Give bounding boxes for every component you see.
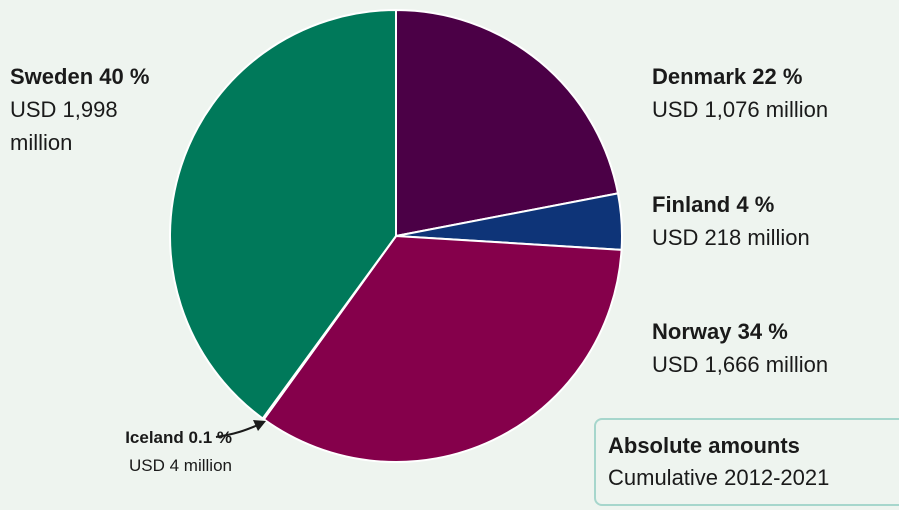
- slice-label: Denmark 22 % USD 1,076 million: [652, 60, 899, 126]
- amount-label: USD 1,076 million: [652, 97, 829, 122]
- slice-label: Iceland 0.1 % USD 4 million: [20, 424, 232, 480]
- slice-label: Sweden 40 % USD 1,998 million: [10, 60, 170, 159]
- category-name: Sweden: [10, 64, 94, 89]
- slice-heading: Sweden 40 %: [10, 60, 170, 93]
- annotation-title: Absolute amounts: [608, 433, 800, 458]
- amount-label: USD 218 million: [652, 225, 810, 250]
- slice-heading: Norway 34 %: [652, 315, 899, 348]
- percent-label: 0.1 %: [188, 428, 232, 447]
- amount-label: USD 1,998 million: [10, 97, 118, 155]
- iceland-pointer-head: [253, 420, 266, 431]
- slice: [395, 9, 619, 237]
- slice: [262, 235, 623, 463]
- percent-label: 4 %: [736, 192, 775, 217]
- percent-label: 22 %: [752, 64, 803, 89]
- slice: [169, 9, 397, 420]
- category-name: Norway: [652, 319, 732, 344]
- slices: [169, 9, 623, 463]
- annotation-box: Absolute amounts Cumulative 2012-2021: [594, 418, 899, 506]
- slice-heading: Iceland 0.1 %: [20, 424, 232, 452]
- category-name: Iceland: [125, 428, 184, 447]
- category-name: Denmark: [652, 64, 747, 89]
- percent-label: 34 %: [737, 319, 788, 344]
- slice-label: Finland 4 % USD 218 million: [652, 188, 899, 254]
- amount-label: USD 1,666 million: [652, 352, 829, 377]
- slice-heading: Finland 4 %: [652, 188, 899, 221]
- slice-heading: Denmark 22 %: [652, 60, 899, 93]
- category-name: Finland: [652, 192, 731, 217]
- slice-label: Norway 34 % USD 1,666 million: [652, 315, 899, 381]
- amount-label: USD 4 million: [129, 456, 232, 475]
- percent-label: 40 %: [99, 64, 150, 89]
- iceland-pointer: [215, 424, 259, 438]
- annotation-subtitle: Cumulative 2012-2021: [608, 465, 830, 490]
